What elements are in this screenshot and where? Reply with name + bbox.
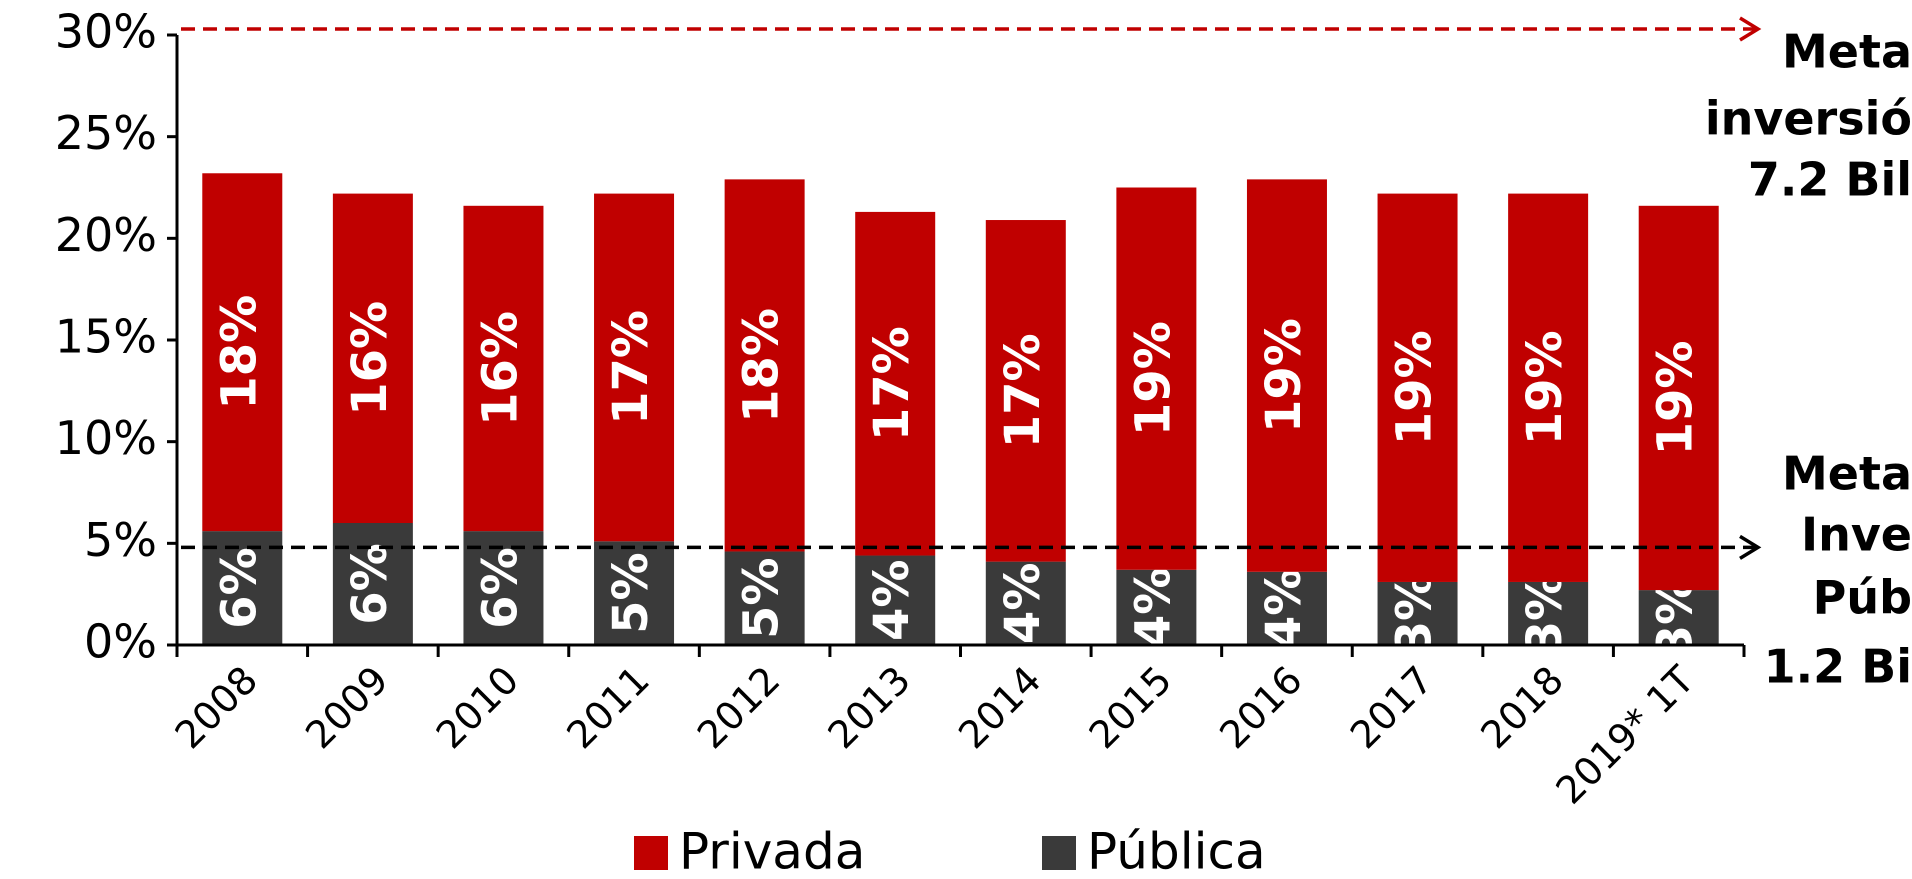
legend-swatch (1042, 836, 1076, 870)
bar-segment (855, 555, 936, 645)
x-tick-label: 2014 (950, 658, 1050, 758)
bar-segment (1508, 193, 1589, 582)
bar-segment (1377, 581, 1458, 645)
data-label: 19% (1387, 330, 1443, 445)
x-tick-label: 2009 (297, 658, 397, 758)
bar-segment (1246, 179, 1327, 572)
y-tick-label: 15% (55, 310, 157, 364)
y-tick-label: 20% (55, 208, 157, 262)
data-label: 5% (603, 552, 659, 634)
data-label: 16% (342, 301, 398, 416)
data-label: 17% (995, 333, 1051, 448)
bar-segment (1246, 571, 1327, 645)
data-label: 4% (864, 560, 920, 642)
data-label: 4% (1256, 568, 1312, 650)
x-tick-label: 2019* 1T (1548, 657, 1704, 813)
y-tick-label: 10% (55, 411, 157, 465)
bar-segment (332, 193, 413, 523)
bar-segment (332, 523, 413, 645)
x-tick-label: 2016 (1211, 658, 1311, 758)
bar-segment (1638, 205, 1719, 591)
legend-swatch (634, 836, 668, 870)
x-tick-label: 2008 (167, 658, 267, 758)
data-label: 3% (1517, 573, 1573, 655)
data-label: 19% (1517, 330, 1573, 445)
bar-segment (724, 179, 805, 552)
bar-segment (463, 205, 544, 532)
bar-segment (202, 531, 283, 645)
x-tick-label: 2012 (689, 658, 789, 758)
x-tick-label: 2017 (1342, 658, 1442, 758)
bar-segment (1508, 581, 1589, 645)
data-label: 17% (864, 326, 920, 441)
bar-segment (1638, 590, 1719, 645)
bar-segment (985, 561, 1066, 645)
bar-segment (985, 220, 1066, 562)
x-tick-label: 2010 (428, 658, 528, 758)
x-tick-label: 2013 (819, 658, 919, 758)
data-label: 6% (472, 547, 528, 629)
reference-label: 1.2 Bi (1764, 640, 1912, 694)
y-tick-label: 0% (84, 615, 157, 669)
data-label: 3% (1387, 573, 1443, 655)
bar-segment (594, 193, 675, 542)
reference-label: Meta (1782, 447, 1912, 501)
bar-segment (724, 551, 805, 645)
data-label: 17% (603, 310, 659, 425)
reference-arrow (1739, 534, 1762, 560)
reference-label: inversió (1705, 92, 1912, 146)
bar-segment (855, 211, 936, 556)
bar-segment (1116, 569, 1197, 645)
reference-label: 7.2 Bil (1748, 153, 1912, 207)
reference-label: Inve (1801, 508, 1912, 562)
reference-arrow (1739, 16, 1762, 42)
legend-label: Privada (679, 823, 865, 879)
data-label: 5% (734, 557, 790, 639)
y-tick-label: 30% (55, 5, 157, 59)
data-label: 16% (472, 311, 528, 426)
data-label: 18% (734, 308, 790, 423)
reference-label: Púb (1813, 571, 1912, 625)
bar-segment (463, 531, 544, 645)
data-label: 19% (1125, 321, 1181, 436)
data-label: 6% (342, 543, 398, 625)
y-tick-label: 5% (84, 513, 157, 567)
bar-segment (202, 173, 283, 532)
x-tick-label: 2018 (1472, 658, 1572, 758)
data-label: 6% (211, 547, 267, 629)
data-label: 19% (1256, 318, 1312, 433)
reference-label: Meta (1782, 25, 1912, 79)
data-label: 18% (211, 295, 267, 410)
legend-label: Pública (1087, 823, 1266, 879)
x-tick-label: 2015 (1081, 658, 1181, 758)
data-label: 4% (995, 563, 1051, 645)
bar-segment (594, 541, 675, 645)
data-label: 4% (1125, 567, 1181, 649)
bar-segment (1116, 187, 1197, 570)
data-label: 19% (1648, 341, 1704, 456)
bar-segment (1377, 193, 1458, 582)
x-tick-label: 2011 (558, 658, 658, 758)
y-tick-label: 25% (55, 106, 157, 160)
